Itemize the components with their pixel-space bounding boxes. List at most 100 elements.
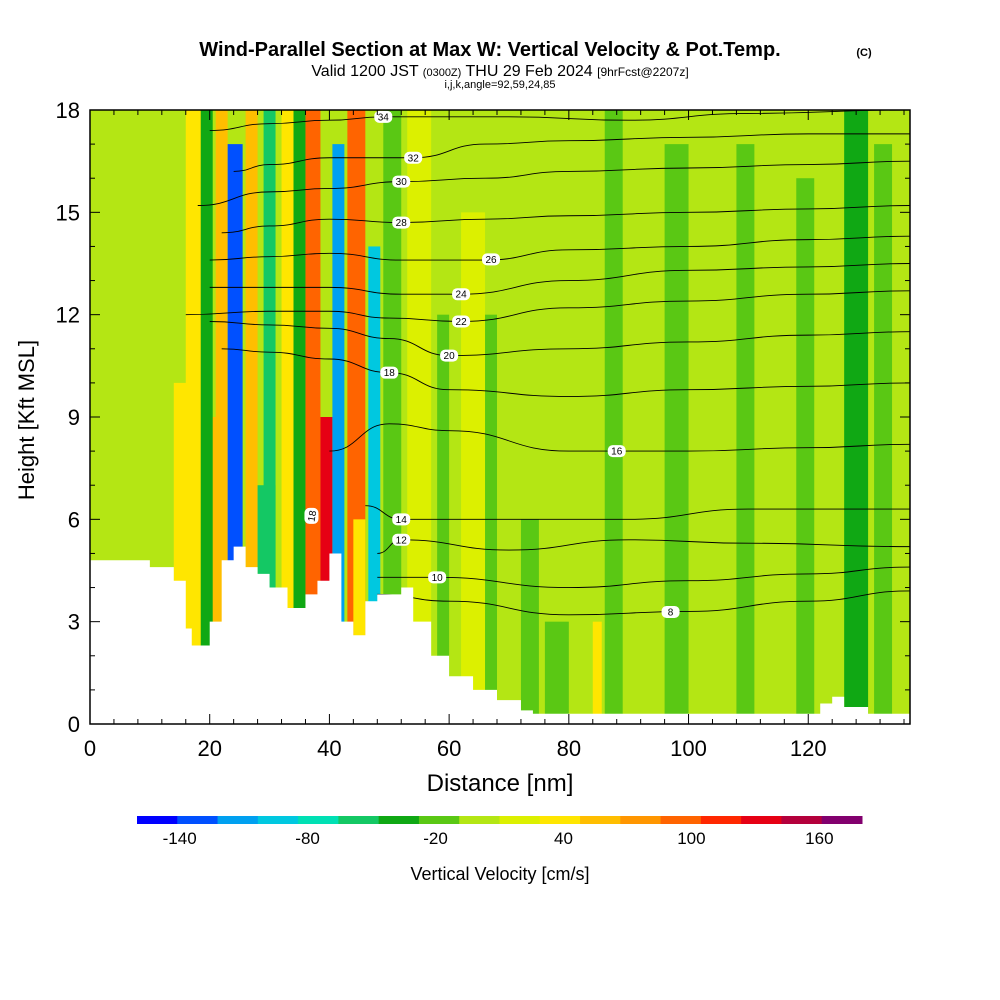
contour-label-bg <box>482 253 501 266</box>
theta-contour <box>185 290 910 322</box>
velocity-band <box>368 246 381 724</box>
colorbar-swatch <box>580 816 621 824</box>
colorbar-tick-label: 40 <box>554 829 573 848</box>
theta-contour <box>209 263 910 295</box>
velocity-band <box>736 144 755 724</box>
contour-label-bg <box>452 315 471 328</box>
contour-label: 24 <box>456 290 468 301</box>
colorbar-swatch <box>217 816 259 824</box>
colorbar-swatch <box>741 816 782 824</box>
contour-label: 8 <box>668 607 674 618</box>
y-axis: 0 3 6 9 12 15 18 <box>56 98 910 737</box>
velocity-band <box>664 144 689 724</box>
velocity-band <box>544 621 569 724</box>
contour-label: 10 <box>432 573 444 584</box>
contour-label: 20 <box>444 351 456 362</box>
colorbar-tick-label: 160 <box>805 829 833 848</box>
x-axis: 0 20 40 60 80 100 120 <box>84 110 905 761</box>
colorbar-ticks: -140 -80 -20 40 100 160 <box>163 829 834 848</box>
colorbar-tick-label: -20 <box>423 829 448 848</box>
y-axis-label: Height [Kft MSL] <box>14 340 39 500</box>
x-tick-label: 100 <box>670 736 707 761</box>
contour-label-bg <box>661 605 680 618</box>
contour-label: 18 <box>384 368 396 379</box>
velocity-band <box>592 621 602 724</box>
y-tick-label: 0 <box>68 712 80 737</box>
colorbar-tick-label: -80 <box>295 829 320 848</box>
velocity-band <box>332 144 345 724</box>
velocity-band <box>200 110 213 724</box>
contour-label-bg <box>304 507 319 524</box>
y-tick-label: 18 <box>56 98 80 123</box>
colorbar-swatch <box>539 816 581 824</box>
velocity-band <box>320 417 333 724</box>
theta-contour <box>221 348 910 397</box>
velocity-band <box>185 110 204 724</box>
velocity-band <box>844 110 869 724</box>
y-tick-label: 9 <box>68 405 80 430</box>
theta-contour <box>209 110 910 131</box>
contour-label: 12 <box>396 535 408 546</box>
colorbar <box>137 816 863 824</box>
y-tick-label: 3 <box>68 610 80 635</box>
colorbar-swatch <box>257 816 299 824</box>
contour-label: 32 <box>408 153 420 164</box>
colorbar-label: Vertical Velocity [cm/s] <box>410 864 589 884</box>
theta-contour <box>329 423 910 452</box>
theta-contour <box>197 160 910 206</box>
y-tick-label: 12 <box>56 303 80 328</box>
colorbar-swatch <box>499 816 541 824</box>
contour-label-bg <box>404 151 423 164</box>
x-axis-label: Distance [nm] <box>427 770 574 797</box>
contour-label-bg <box>392 513 411 526</box>
theta-contour <box>233 133 910 172</box>
x-tick-label: 120 <box>790 736 827 761</box>
contour-label-bg <box>392 175 411 188</box>
velocity-band <box>461 212 486 724</box>
chart-title: Wind-Parallel Section at Max W: Vertical… <box>199 39 780 61</box>
chart-title-mark: (C) <box>856 47 872 59</box>
velocity-band <box>293 110 306 724</box>
contour-label-bg <box>380 366 399 379</box>
x-tick-label: 20 <box>197 736 221 761</box>
velocity-band <box>520 519 539 724</box>
velocity-band <box>407 110 432 724</box>
contour-label: 28 <box>396 218 408 229</box>
terrain-mask <box>90 546 910 724</box>
colorbar-swatch <box>338 816 380 824</box>
chart-subtitle: Valid 1200 JST (0300Z) THU 29 Feb 2024 [… <box>311 63 688 80</box>
colorbar-swatch <box>177 816 219 824</box>
contour-label: 22 <box>456 317 468 328</box>
x-tick-label: 40 <box>317 736 341 761</box>
velocity-band <box>281 110 294 724</box>
colorbar-swatch <box>620 816 662 824</box>
velocity-band <box>305 110 321 724</box>
contour-label-bg <box>452 288 471 301</box>
contour-labels: 8 10 12 14 16 18 20 22 24 26 28 30 32 34 18 <box>304 110 680 618</box>
contour-label-bg <box>392 216 411 229</box>
colorbar-swatch <box>700 816 742 824</box>
colorbar-swatch <box>298 816 339 824</box>
contour-label: 18 <box>307 509 320 522</box>
velocity-field <box>101 110 893 724</box>
contour-label: 26 <box>485 255 497 266</box>
theta-contour <box>209 235 910 261</box>
contour-label: 16 <box>611 447 623 458</box>
x-tick-label: 0 <box>84 736 96 761</box>
colorbar-swatch <box>137 816 178 824</box>
velocity-band <box>604 110 623 724</box>
colorbar-tick-label: -140 <box>163 829 197 848</box>
x-tick-label: 60 <box>437 736 461 761</box>
theta-contours <box>185 110 910 616</box>
theta-contour <box>377 590 910 616</box>
y-tick-label: 15 <box>56 200 80 225</box>
x-tick-label: 80 <box>557 736 581 761</box>
contour-label: 30 <box>396 177 408 188</box>
colorbar-tick-label: 100 <box>677 829 705 848</box>
velocity-band <box>215 110 228 724</box>
contour-label-bg <box>392 533 411 546</box>
velocity-band <box>383 110 402 724</box>
theta-contour <box>209 321 910 357</box>
contour-label: 34 <box>378 112 390 123</box>
